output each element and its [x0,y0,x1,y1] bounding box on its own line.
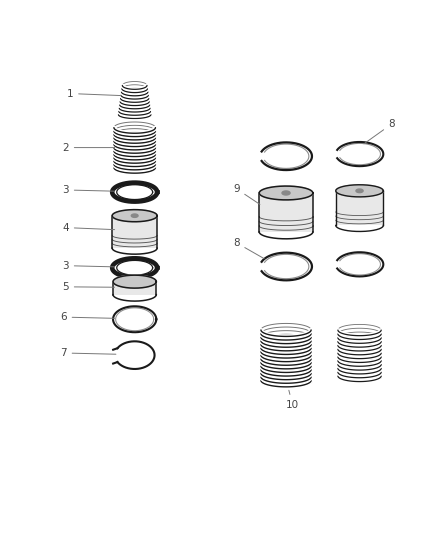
Text: 4: 4 [62,223,115,232]
Text: 3: 3 [62,185,115,195]
Text: 8: 8 [364,119,395,144]
Text: 5: 5 [62,282,115,292]
Text: 10: 10 [286,390,299,410]
FancyBboxPatch shape [113,281,156,295]
Polygon shape [259,186,313,200]
Text: 7: 7 [60,348,116,358]
Text: 8: 8 [233,238,264,259]
Text: 3: 3 [62,261,115,271]
Polygon shape [356,189,363,192]
Text: 2: 2 [62,143,115,152]
Polygon shape [336,185,383,197]
Polygon shape [282,191,290,195]
Polygon shape [113,275,156,288]
Text: 6: 6 [60,312,115,322]
Text: 9: 9 [233,184,260,205]
Polygon shape [131,214,138,217]
FancyBboxPatch shape [259,193,313,232]
FancyBboxPatch shape [112,216,157,248]
Text: 1: 1 [67,88,121,99]
Polygon shape [112,209,157,222]
FancyBboxPatch shape [336,191,383,225]
